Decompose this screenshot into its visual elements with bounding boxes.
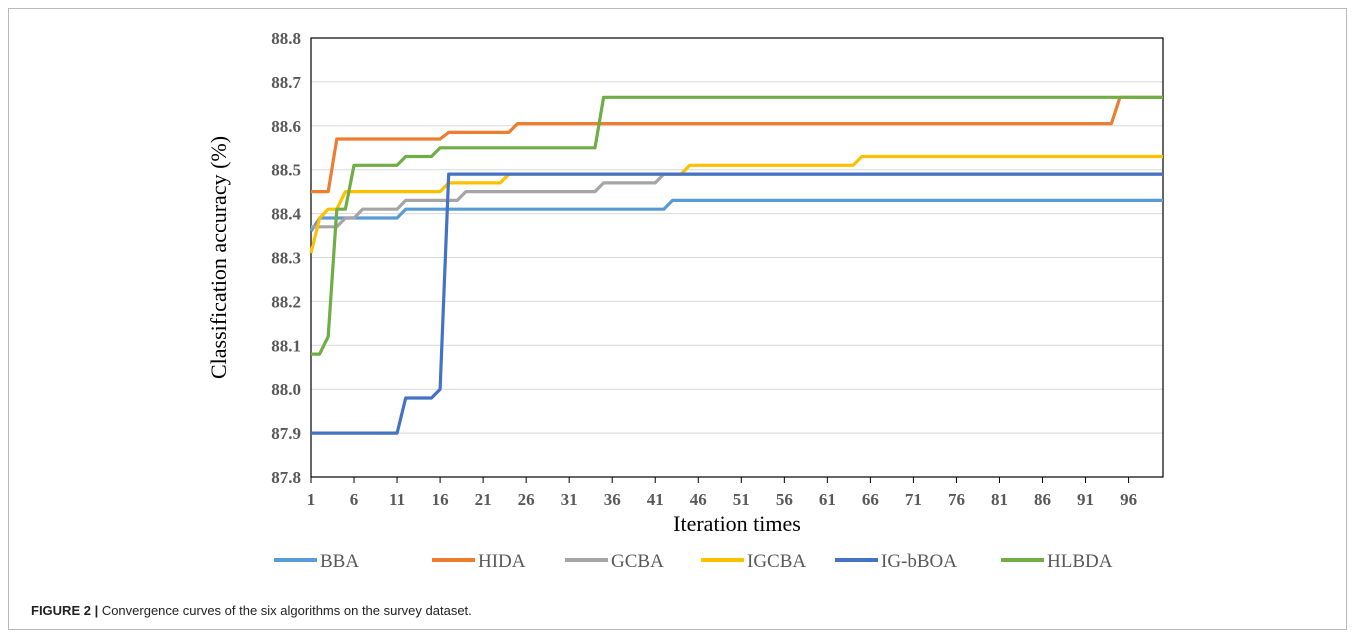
x-tick-label: 51 bbox=[733, 490, 750, 509]
x-tick-label: 81 bbox=[991, 490, 1008, 509]
y-tick-label: 88.1 bbox=[271, 336, 301, 355]
figure-frame: 87.8 87.9 88.0 88.1 88.2 88.3 88.4 88.5 88.6 88.7… bbox=[8, 8, 1347, 630]
y-tick-label: 88.6 bbox=[271, 117, 301, 136]
series-line-ig-bboa bbox=[311, 172, 1163, 435]
x-axis-ticks: 1 6 11 16 21 26 31 36 41 46 51 56 61 66 71 76 81 86 91 96 bbox=[307, 477, 1137, 509]
legend-label: IG-bBOA bbox=[881, 551, 957, 572]
y-tick-label: 88.2 bbox=[271, 292, 301, 311]
x-tick-label: 31 bbox=[561, 490, 578, 509]
x-tick-label: 36 bbox=[604, 490, 621, 509]
y-tick-label: 87.8 bbox=[271, 468, 301, 487]
figure-caption: FIGURE 2 | Convergence curves of the six… bbox=[31, 603, 472, 618]
series-line-bba bbox=[309, 198, 1163, 233]
y-tick-label: 88.5 bbox=[271, 161, 301, 180]
series-line-hlbda bbox=[311, 95, 1163, 356]
legend-label: BBA bbox=[320, 551, 359, 572]
x-tick-label: 91 bbox=[1077, 490, 1094, 509]
x-tick-label: 46 bbox=[690, 490, 707, 509]
figure-label: FIGURE 2 | bbox=[31, 603, 99, 618]
x-tick-label: 26 bbox=[518, 490, 535, 509]
x-axis-label: Iteration times bbox=[673, 511, 801, 536]
legend-label: GCBA bbox=[611, 551, 664, 572]
x-tick-label: 71 bbox=[905, 490, 922, 509]
y-axis-label: Classification accuracy (%) bbox=[206, 136, 231, 379]
x-tick-label: 61 bbox=[819, 490, 836, 509]
caption-text: Convergence curves of the six algorithms… bbox=[98, 603, 472, 618]
legend-label: IGCBA bbox=[747, 551, 806, 572]
plot-area-border bbox=[310, 37, 1164, 478]
y-tick-label: 88.4 bbox=[271, 205, 301, 224]
y-tick-label: 88.8 bbox=[271, 29, 301, 48]
x-tick-label: 76 bbox=[948, 490, 965, 509]
y-tick-label: 88.0 bbox=[271, 380, 301, 399]
legend-label: HLBDA bbox=[1047, 551, 1113, 572]
x-tick-label: 66 bbox=[862, 490, 879, 509]
x-tick-label: 56 bbox=[776, 490, 793, 509]
series-lines bbox=[309, 95, 1163, 435]
x-tick-label: 1 bbox=[307, 490, 316, 509]
y-tick-label: 88.3 bbox=[271, 249, 301, 268]
x-tick-label: 21 bbox=[475, 490, 492, 509]
axes bbox=[310, 37, 1164, 478]
series-line-igcba bbox=[309, 154, 1163, 254]
legend-label: HIDA bbox=[478, 551, 526, 572]
x-tick-label: 16 bbox=[432, 490, 449, 509]
y-tick-label: 88.7 bbox=[271, 73, 301, 92]
y-tick-label: 87.9 bbox=[271, 424, 301, 443]
x-tick-label: 96 bbox=[1120, 490, 1137, 509]
x-tick-label: 6 bbox=[350, 490, 359, 509]
x-tick-label: 41 bbox=[647, 490, 664, 509]
convergence-chart: 87.8 87.9 88.0 88.1 88.2 88.3 88.4 88.5 88.6 88.7… bbox=[206, 29, 1164, 572]
x-tick-label: 11 bbox=[389, 490, 405, 509]
y-axis-ticks: 87.8 87.9 88.0 88.1 88.2 88.3 88.4 88.5 88.6 88.7… bbox=[271, 29, 301, 487]
series-line-gcba bbox=[311, 172, 1163, 229]
series-line-hida bbox=[311, 95, 1163, 194]
x-tick-label: 86 bbox=[1034, 490, 1051, 509]
legend: BBA HIDA GCBA IGCBA IG-bBOA HLBDA bbox=[274, 551, 1113, 572]
